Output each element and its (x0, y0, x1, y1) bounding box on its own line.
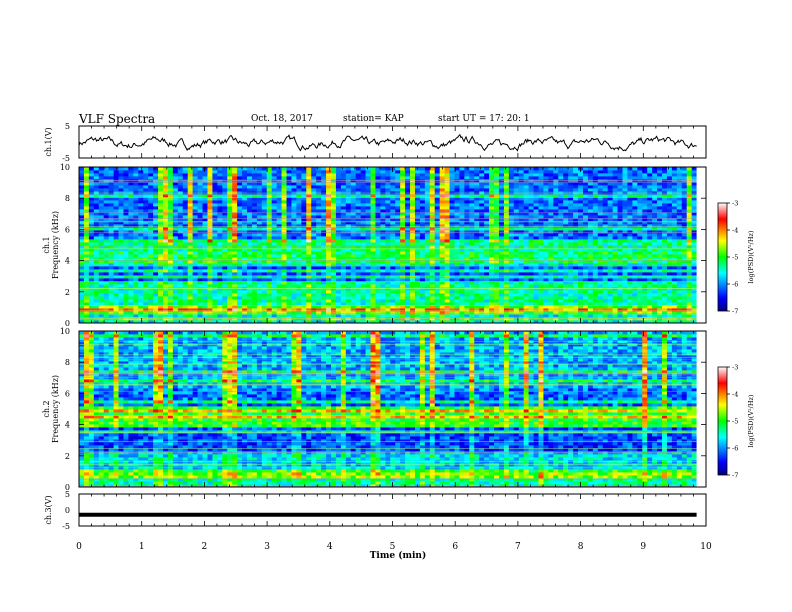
ch2-ytick-label: 2 (65, 452, 70, 461)
time-tick-label: 9 (640, 542, 646, 552)
ch3-waveform-panel: 5 0 -5 ch.3(V) (44, 490, 707, 531)
time-axis-label: Time (min) (370, 550, 427, 561)
time-tick-label: 4 (327, 542, 333, 552)
ch1-ytick-label: 5 (65, 122, 70, 131)
time-tick-label: 5 (390, 542, 396, 552)
ch2-colorbar-tick-label: -7 (732, 472, 738, 480)
ch1-colorbar-tick-label: -3 (732, 200, 738, 208)
ch2-spectrogram-panel: 0 2 4 6 8 10 ch.2 Frequency (kHz) (42, 327, 707, 492)
ch2-colorbar-tick-label: -4 (732, 391, 738, 399)
ch2-spectrogram-image (79, 331, 706, 487)
ch1-waveform-line (78, 133, 697, 152)
time-tick-label: 3 (264, 542, 270, 552)
ch3-ytick-label: -5 (62, 522, 70, 531)
ch3-ytick-label: 5 (65, 490, 70, 499)
ch2-colorbar: -7 -6 -5 -4 -3 log(PSD)(V²/Hz) (717, 364, 755, 480)
time-tick-label: 2 (202, 542, 208, 552)
ch2-ytick-label: 8 (65, 358, 70, 367)
time-tick-label: 8 (578, 542, 584, 552)
ch1-ytick-label: 10 (60, 163, 70, 172)
ch1-colorbar: -7 -6 -5 -4 -3 log(PSD)(V²/Hz) (717, 200, 755, 316)
ch1-ytick-label: 4 (65, 257, 70, 266)
ch2-ylabel-channel: ch.2 (42, 400, 51, 417)
time-tick-label: 6 (452, 542, 458, 552)
station-label: station= KAP (343, 114, 404, 124)
ch2-colorbar-label: log(PSD)(V²/Hz) (747, 394, 755, 447)
ch2-ytick-label: 0 (65, 483, 70, 492)
ch1-colorbar-scale (717, 202, 728, 312)
ch2-ylabel-frequency: Frequency (kHz) (51, 375, 60, 443)
time-tick-label: 0 (76, 542, 82, 552)
figure-title: VLF Spectra (79, 112, 156, 126)
time-axis: 0 1 2 3 4 5 6 7 8 9 10 Time (min) (76, 542, 712, 561)
ch1-ytick-label: 8 (65, 194, 70, 203)
ch2-colorbar-scale (717, 366, 728, 476)
ch1-colorbar-tick-label: -5 (732, 254, 738, 262)
ch3-ytick-label: 0 (65, 506, 70, 515)
time-tick-label: 7 (515, 542, 521, 552)
ch1-ytick-label: -5 (62, 154, 70, 163)
ch3-ylabel: ch.3(V) (44, 495, 53, 524)
ch1-spectrogram-image (79, 167, 706, 323)
ch1-ytick-label: 6 (65, 225, 70, 234)
start-time-label: start UT = 17: 20: 1 (438, 114, 530, 124)
ch1-spectrogram-panel: 0 2 4 6 8 10 ch.1 Frequency (kHz) (42, 163, 707, 328)
ch2-ytick-label: 10 (60, 327, 70, 336)
ch2-ytick-label: 4 (65, 421, 70, 430)
ch1-ytick-label: 0 (65, 319, 70, 328)
ch1-colorbar-tick-label: -7 (732, 308, 738, 316)
time-tick-label: 1 (139, 542, 145, 552)
ch1-colorbar-tick-label: -4 (732, 227, 738, 235)
ch1-ylabel-channel: ch.1 (42, 236, 51, 253)
ch1-ylabel: ch.1(V) (44, 127, 53, 156)
ch2-colorbar-tick-label: -5 (732, 418, 738, 426)
ch2-ytick-label: 6 (65, 389, 70, 398)
ch2-colorbar-tick-label: -6 (732, 445, 738, 453)
time-tick-label: 10 (700, 542, 712, 552)
ch1-ytick-label: 2 (65, 288, 70, 297)
ch1-ylabel-frequency: Frequency (kHz) (51, 211, 60, 279)
ch1-waveform-panel: 5 -5 ch.1(V) (44, 122, 707, 163)
ch2-colorbar-tick-label: -3 (732, 364, 738, 372)
date-label: Oct. 18, 2017 (251, 114, 313, 124)
ch1-colorbar-tick-label: -6 (732, 281, 738, 289)
ch1-colorbar-label: log(PSD)(V²/Hz) (747, 230, 755, 283)
